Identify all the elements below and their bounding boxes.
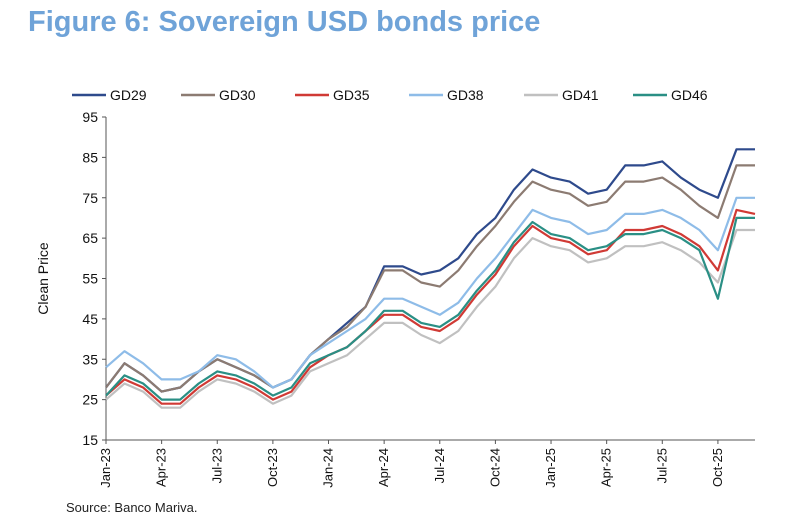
series-line-gd46 xyxy=(105,216,755,401)
x-tick-label: Apr-25 xyxy=(599,448,614,487)
legend-label-gd38: GD38 xyxy=(447,87,484,103)
y-tick-label: 15 xyxy=(82,432,98,448)
x-tick-label: Apr-23 xyxy=(154,448,169,487)
y-tick-label: 95 xyxy=(82,109,98,125)
y-tick-label: 25 xyxy=(82,392,98,408)
legend-label-gd35: GD35 xyxy=(333,87,370,103)
legend-label-gd30: GD30 xyxy=(219,87,256,103)
source-note: Source: Banco Mariva. xyxy=(66,500,198,515)
x-tick-label: Oct-24 xyxy=(487,448,502,487)
x-tick-label: Oct-25 xyxy=(710,448,725,487)
y-tick-label: 55 xyxy=(82,271,98,287)
x-tick-label: Apr-24 xyxy=(376,448,391,487)
y-tick-label: 45 xyxy=(82,311,98,327)
x-tick-label: Jan-25 xyxy=(543,448,558,488)
y-axis-label: Clean Price xyxy=(35,242,51,315)
y-tick-label: 85 xyxy=(82,149,98,165)
legend-label-gd46: GD46 xyxy=(671,87,708,103)
x-tick-label: Jul-25 xyxy=(654,448,669,483)
series-line-gd29 xyxy=(105,148,755,393)
x-tick-label: Jul-24 xyxy=(432,448,447,483)
x-tick-label: Oct-23 xyxy=(265,448,280,487)
figure-title: Figure 6: Sovereign USD bonds price xyxy=(28,6,541,38)
x-tick-label: Jan-24 xyxy=(321,448,336,488)
series-line-gd35 xyxy=(105,208,756,405)
y-tick-label: 75 xyxy=(82,190,98,206)
x-tick-label: Jan-23 xyxy=(98,448,113,488)
y-tick-label: 65 xyxy=(82,230,98,246)
legend-label-gd41: GD41 xyxy=(562,87,599,103)
series-line-gd38 xyxy=(105,196,755,389)
series-line-gd41 xyxy=(105,228,755,409)
series-line-gd30 xyxy=(105,164,755,393)
y-tick-label: 35 xyxy=(82,351,98,367)
x-tick-label: Jul-23 xyxy=(209,448,224,483)
legend-label-gd29: GD29 xyxy=(110,87,147,103)
